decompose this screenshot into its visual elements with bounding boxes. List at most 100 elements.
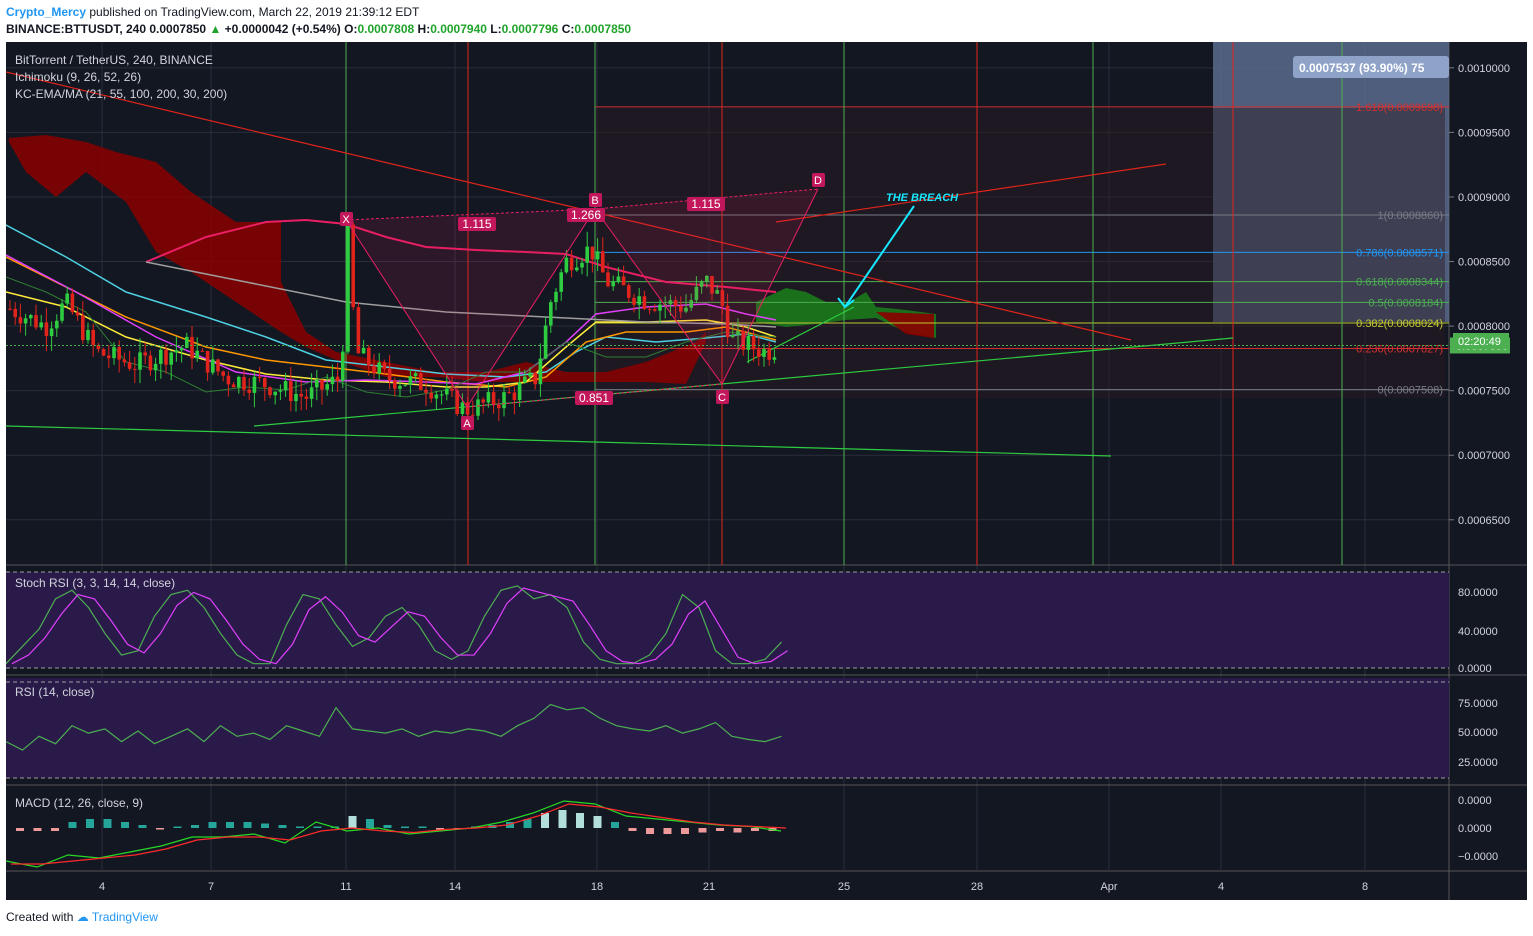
candle-body [341,351,345,381]
candle-body [127,362,132,369]
candle-body [382,362,387,369]
kc-mid [145,261,777,328]
candle-body [569,257,574,271]
macd-panel [6,800,787,868]
point-label: D [814,175,822,187]
candle-body [91,329,95,345]
candle-body [491,392,496,405]
candle-body [107,355,111,359]
candle-body [18,317,23,324]
published-text: published on TradingView.com, March 22, … [89,5,420,19]
fib-label: 0.236(0.0007827) [1356,343,1443,355]
macd-hist-bar [226,822,234,828]
chart-svg[interactable]: 1(0.0008860) 0.786(0.0008571) 0.618(0.0008… [6,42,1527,900]
x-tick-label: 25 [838,881,850,893]
chart-area[interactable]: 1(0.0008860) 0.786(0.0008571) 0.618(0.0008… [6,42,1527,900]
close-value: 0.0007850 [574,22,632,36]
candle-body [439,394,444,396]
author-link[interactable]: Crypto_Mercy [6,5,87,19]
candle-body [101,349,106,356]
x-tick-label: 21 [703,881,715,893]
macd-hist-bar [611,822,619,828]
rsi-line [6,703,782,751]
measure-box [1293,56,1449,78]
trend-low [6,425,1112,457]
fib-label: 1(0.0008860) [1378,210,1443,222]
candle-body [772,357,777,360]
candle-body [361,347,366,354]
candle-body [320,379,324,390]
candle-body [55,320,59,329]
macd-hist-bar [33,828,42,831]
cloud-bull [756,288,936,338]
candle-body [668,300,673,305]
kc-upper [145,218,777,293]
candle-body [684,307,688,312]
x-tick-label: 28 [971,881,983,893]
ratio-label: 1.266 [571,208,601,222]
candle-body [725,305,730,338]
candle-body [611,281,615,287]
tradingview-brand[interactable]: TradingView [91,910,158,924]
symbol-line: BINANCE:BTTUSDT, 240 0.0007850 ▲ +0.0000… [6,22,631,36]
cloud-bear [9,135,706,384]
candle-body [445,388,449,395]
time-axis[interactable]: 4 7 11 14 18 21 25 28 Apr 4 8 [99,881,1368,893]
y-tick-label: 0.0010000 [1458,63,1510,75]
candle-body [299,393,303,397]
candle-body [257,376,262,379]
candle-body [528,372,532,377]
ratio-label: 1.115 [462,217,491,231]
candle-body [39,322,43,328]
fib-label: 0(0.0007508) [1378,385,1443,397]
macd-hist-bar [296,826,304,828]
point-badge [716,390,729,404]
stoch-bg [6,572,1449,668]
legend-ichimoku: Ichimoku (9, 26, 52, 26) [15,70,141,84]
candle-body [460,402,465,414]
rsi-tick-label: 25.0000 [1458,757,1498,769]
candle-body [117,347,121,360]
candle-body [190,336,194,359]
rsi-panel [6,678,1449,779]
legend-pair: BitTorrent / TetherUS, 240, BINANCE [15,53,213,67]
candle-body [502,392,506,409]
y-tick-label: 0.0008500 [1458,257,1510,269]
candle-body [263,378,267,388]
candle-body [751,335,756,350]
macd-hist-bar [51,828,59,831]
x-tick-label: 7 [208,881,214,893]
candle-body [627,285,631,298]
candle-body [731,335,735,338]
macd-hist-bar [383,825,392,828]
legend-kc: KC-EMA/MA (21, 55, 100, 200, 30, 200) [15,87,227,101]
open-value: 0.0007808 [357,22,415,36]
candle-body [429,392,433,399]
macd-hist-bar [313,826,322,828]
candle-body [424,389,428,393]
macd-hist-bar [68,822,77,828]
macd-hist-bar [121,822,129,828]
measure-label: 0.0007537 (93.90%) 75 [1299,61,1425,75]
trend-lines [6,71,1234,457]
pattern-fill-1 [346,209,595,407]
candle-body [75,312,80,316]
countdown-tag [1453,333,1509,349]
candle-body [767,349,771,360]
candle-body [434,394,439,399]
x-tick-label: 18 [591,881,603,893]
point-label: X [342,214,350,226]
candle-body [419,373,423,390]
candle-body [23,318,28,324]
candle-body [122,359,127,363]
ichimoku-cloud [9,135,936,384]
low-value: 0.0007796 [501,22,559,36]
candle-body [294,393,298,402]
macd-tick-label: −0.0000 [1458,851,1498,863]
fib-shade [595,108,1445,398]
cloud-bear-2 [876,312,934,338]
macd-hist-bar [348,816,357,828]
projection-box [1213,42,1449,322]
candle-body [595,251,600,260]
candle-body [205,351,210,373]
